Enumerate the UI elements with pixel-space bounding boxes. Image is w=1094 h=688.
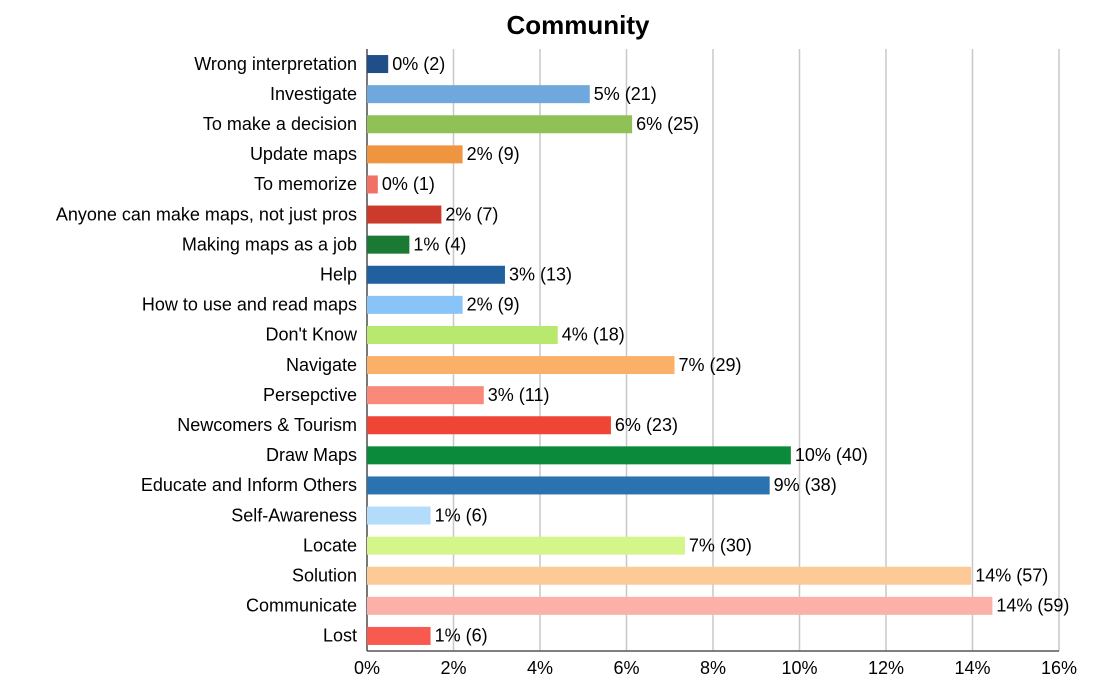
value-label: 3% (13)	[509, 265, 572, 285]
y-tick-label: Help	[320, 265, 357, 285]
y-tick-label: Don't Know	[266, 325, 358, 345]
x-tick-label: 10%	[781, 658, 817, 678]
value-label: 4% (18)	[562, 325, 625, 345]
x-tick-label: 2%	[440, 658, 466, 678]
value-label: 1% (6)	[435, 505, 488, 525]
x-tick-label: 4%	[527, 658, 553, 678]
x-tick-label: 12%	[868, 658, 904, 678]
bar	[367, 416, 611, 435]
value-label: 10% (40)	[795, 445, 868, 465]
value-label: 0% (1)	[382, 174, 435, 194]
y-tick-label: Investigate	[270, 84, 357, 104]
value-label: 5% (21)	[594, 84, 657, 104]
bar	[367, 536, 685, 555]
value-label: 7% (29)	[679, 355, 742, 375]
bar	[367, 235, 410, 254]
bar	[367, 55, 389, 74]
chart-title: Community	[507, 10, 651, 40]
y-tick-label: Newcomers & Tourism	[177, 415, 357, 435]
bar	[367, 295, 463, 314]
y-tick-label: Navigate	[286, 355, 357, 375]
bar	[367, 356, 675, 375]
value-label: 14% (59)	[996, 596, 1069, 616]
value-label: 9% (38)	[774, 475, 837, 495]
bar	[367, 566, 972, 585]
y-tick-label: Communicate	[246, 596, 357, 616]
x-tick-label: 6%	[613, 658, 639, 678]
bar	[367, 325, 558, 344]
y-tick-label: Self-Awareness	[231, 505, 357, 525]
value-label: 1% (6)	[435, 626, 488, 646]
y-tick-label: Update maps	[250, 144, 357, 164]
bar	[367, 626, 431, 645]
y-tick-label: Solution	[292, 566, 357, 586]
bar	[367, 446, 791, 465]
bar	[367, 265, 505, 284]
value-label: 6% (25)	[636, 114, 699, 134]
x-tick-label: 8%	[700, 658, 726, 678]
bar	[367, 596, 993, 615]
y-tick-label: Making maps as a job	[182, 234, 357, 254]
bar	[367, 476, 770, 495]
y-tick-label: To make a decision	[203, 114, 357, 134]
y-tick-label: Persepctive	[263, 385, 357, 405]
bar	[367, 115, 633, 134]
bar	[367, 145, 463, 164]
value-label: 2% (9)	[467, 295, 520, 315]
x-tick-label: 14%	[954, 658, 990, 678]
value-label: 2% (9)	[467, 144, 520, 164]
value-label: 1% (4)	[413, 234, 466, 254]
y-tick-label: Anyone can make maps, not just pros	[56, 204, 357, 224]
value-label: 6% (23)	[615, 415, 678, 435]
bar	[367, 386, 484, 405]
y-tick-label: Locate	[303, 535, 357, 555]
bar	[367, 205, 442, 224]
y-tick-label: Draw Maps	[266, 445, 357, 465]
bar	[367, 175, 378, 194]
value-label: 7% (30)	[689, 535, 752, 555]
y-tick-label: Educate and Inform Others	[141, 475, 357, 495]
value-label: 14% (57)	[975, 566, 1048, 586]
value-label: 3% (11)	[488, 385, 550, 405]
bar	[367, 85, 590, 104]
bar	[367, 506, 431, 525]
x-tick-label: 16%	[1041, 658, 1077, 678]
value-label: 0% (2)	[392, 54, 445, 74]
y-tick-label: Wrong interpretation	[194, 54, 357, 74]
y-tick-label: How to use and read maps	[142, 295, 357, 315]
y-tick-label: Lost	[323, 626, 357, 646]
value-label: 2% (7)	[445, 204, 498, 224]
x-tick-label: 0%	[354, 658, 380, 678]
y-tick-label: To memorize	[254, 174, 357, 194]
